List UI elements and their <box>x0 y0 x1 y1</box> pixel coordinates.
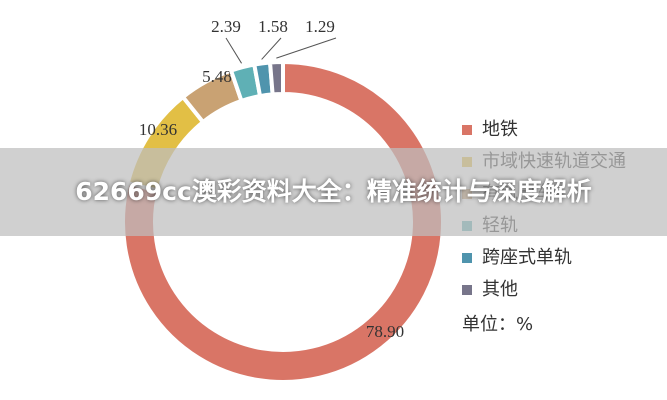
value-label: 1.58 <box>258 17 288 36</box>
legend-label: 跨座式单轨 <box>482 247 572 268</box>
leader-line <box>225 37 242 64</box>
legend-label: 地铁 <box>482 119 518 140</box>
unit-label: 单位：% <box>462 314 533 335</box>
legend-swatch <box>462 125 472 135</box>
value-label: 2.39 <box>211 17 241 36</box>
overlay-title: 62669cc澳彩资料大全：精准统计与深度解析 <box>75 177 592 206</box>
value-label: 1.29 <box>305 17 335 36</box>
legend-swatch <box>462 253 472 263</box>
value-label: 10.36 <box>139 120 177 139</box>
overlay-banner: 62669cc澳彩资料大全：精准统计与深度解析 <box>0 148 667 236</box>
leader-line <box>276 37 337 59</box>
leader-line <box>261 37 282 60</box>
donut-segment <box>267 59 285 97</box>
legend-label: 其他 <box>482 279 518 300</box>
value-label: 78.90 <box>366 322 404 341</box>
legend-swatch <box>462 285 472 295</box>
value-label: 5.48 <box>202 67 232 86</box>
